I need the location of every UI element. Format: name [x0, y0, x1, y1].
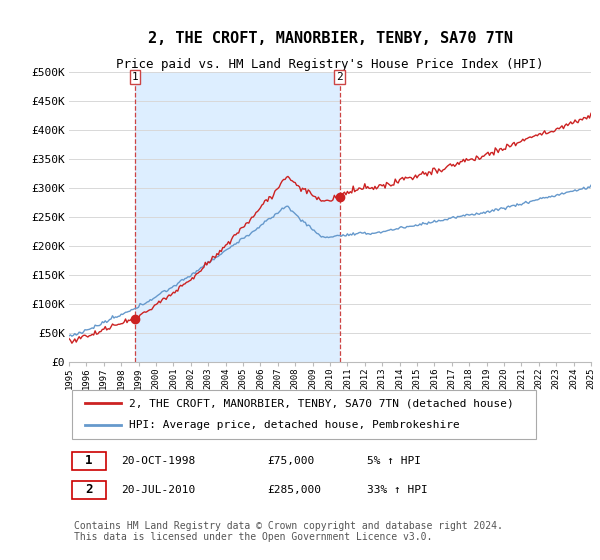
Text: Price paid vs. HM Land Registry's House Price Index (HPI): Price paid vs. HM Land Registry's House … — [116, 58, 544, 72]
Text: £285,000: £285,000 — [268, 485, 322, 495]
Text: HPI: Average price, detached house, Pembrokeshire: HPI: Average price, detached house, Pemb… — [129, 419, 460, 430]
Text: 20-OCT-1998: 20-OCT-1998 — [121, 456, 196, 466]
Text: 2: 2 — [336, 72, 343, 82]
FancyBboxPatch shape — [71, 481, 106, 499]
Text: 5% ↑ HPI: 5% ↑ HPI — [367, 456, 421, 466]
Text: £75,000: £75,000 — [268, 456, 314, 466]
FancyBboxPatch shape — [71, 452, 106, 470]
Text: 2, THE CROFT, MANORBIER, TENBY, SA70 7TN: 2, THE CROFT, MANORBIER, TENBY, SA70 7TN — [148, 31, 512, 46]
Text: 1: 1 — [132, 72, 139, 82]
Text: 2: 2 — [85, 483, 92, 496]
Text: Contains HM Land Registry data © Crown copyright and database right 2024.
This d: Contains HM Land Registry data © Crown c… — [74, 521, 503, 543]
Text: 1: 1 — [85, 455, 92, 468]
Text: 2, THE CROFT, MANORBIER, TENBY, SA70 7TN (detached house): 2, THE CROFT, MANORBIER, TENBY, SA70 7TN… — [129, 398, 514, 408]
FancyBboxPatch shape — [71, 390, 536, 438]
Bar — [135, 72, 340, 362]
Text: 20-JUL-2010: 20-JUL-2010 — [121, 485, 196, 495]
Text: 33% ↑ HPI: 33% ↑ HPI — [367, 485, 427, 495]
